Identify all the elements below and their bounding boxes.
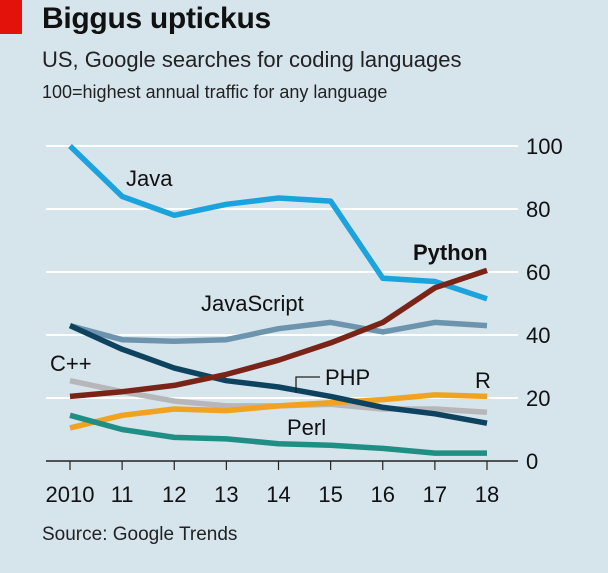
y-tick-label: 0 bbox=[526, 449, 538, 474]
chart-note: 100=highest annual traffic for any langu… bbox=[42, 82, 388, 102]
chart-subtitle: US, Google searches for coding languages bbox=[42, 47, 462, 72]
x-tick-label: 11 bbox=[111, 482, 134, 507]
series-line-perl bbox=[69, 412, 487, 456]
x-tick-label: 12 bbox=[162, 482, 186, 507]
series-label-cpp: C++ bbox=[50, 351, 92, 376]
y-tick-label: 100 bbox=[526, 134, 563, 159]
series-label-python: Python bbox=[413, 240, 488, 265]
y-tick-label: 40 bbox=[526, 323, 550, 348]
series-line-java bbox=[68, 144, 488, 302]
x-tick-label: 14 bbox=[266, 482, 290, 507]
y-tick-label: 60 bbox=[526, 260, 550, 285]
x-tick-label: 17 bbox=[423, 482, 447, 507]
x-tick-label: 16 bbox=[371, 482, 395, 507]
series-label-java: Java bbox=[126, 166, 173, 191]
series-line-python bbox=[69, 267, 488, 400]
x-tick-label: 2010 bbox=[46, 482, 95, 507]
series-line-php bbox=[68, 323, 488, 426]
x-tick-label: 18 bbox=[475, 482, 499, 507]
series-line-javascript bbox=[69, 319, 488, 345]
gridlines bbox=[46, 145, 518, 462]
php-leader-line bbox=[295, 376, 320, 393]
series-line-r bbox=[69, 392, 488, 431]
series-label-javascript: JavaScript bbox=[201, 291, 304, 316]
x-tick-label: 15 bbox=[318, 482, 342, 507]
source-note: Source: Google Trends bbox=[42, 524, 238, 545]
series-label-perl: Perl bbox=[287, 415, 326, 440]
x-axis: 2010 11 12 13 14 15 16 17 18 bbox=[46, 461, 499, 507]
brand-tag bbox=[0, 0, 22, 34]
series-lines bbox=[68, 144, 488, 456]
y-tick-label: 80 bbox=[526, 197, 550, 222]
x-tick-label: 13 bbox=[214, 482, 238, 507]
y-axis: 0 20 40 60 80 100 bbox=[526, 134, 563, 474]
series-label-php: PHP bbox=[325, 365, 370, 390]
series-label-r: R bbox=[475, 368, 491, 393]
series-labels: Java Python JavaScript C++ PHP R Perl bbox=[50, 166, 491, 440]
chart-title: Biggus uptickus bbox=[42, 2, 271, 35]
y-tick-label: 20 bbox=[526, 386, 550, 411]
